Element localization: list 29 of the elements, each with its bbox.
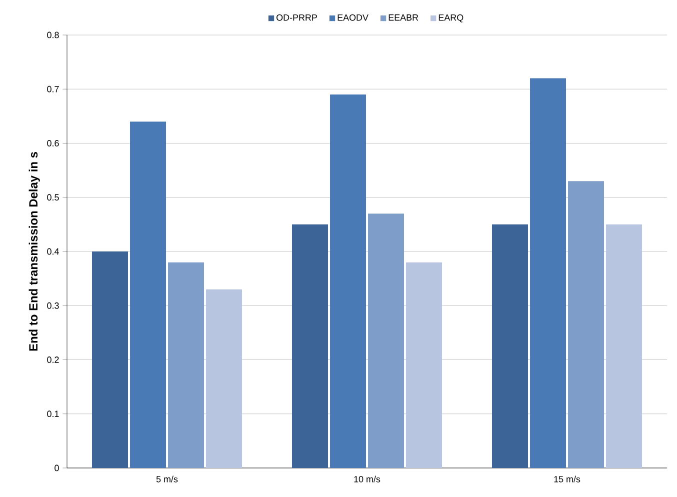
bar (568, 181, 604, 468)
bar (530, 78, 566, 468)
bar (406, 262, 442, 468)
y-tick-label: 0.7 (47, 86, 59, 92)
legend-label: EAODV (338, 14, 368, 21)
y-tick-label: 0.3 (47, 302, 59, 309)
y-tick-label: 0 (54, 464, 59, 472)
bar (292, 224, 328, 468)
legend-label: EEABR (388, 14, 418, 21)
y-tick-label: 0.6 (47, 140, 59, 146)
bar (330, 94, 366, 468)
x-tick-label: 10 m/s (354, 476, 380, 482)
x-tick-label: 15 m/s (554, 476, 580, 482)
bar (130, 122, 166, 468)
x-tick-label: 5 m/s (156, 476, 178, 482)
y-tick-label: 0.8 (47, 32, 59, 38)
y-tick-label: 0.5 (47, 194, 59, 201)
y-axis-title: End to End transmission Delay in s (28, 152, 40, 351)
legend-label: EARQ (438, 14, 464, 22)
bar (206, 289, 242, 468)
bar (492, 224, 528, 468)
bar (368, 214, 404, 468)
bar (606, 224, 642, 468)
y-tick-label: 0.1 (47, 410, 59, 418)
legend-label: OD-PRRP (276, 14, 317, 21)
bar (92, 251, 128, 468)
y-tick-label: 0.2 (47, 356, 59, 363)
bar (168, 262, 204, 468)
y-tick-label: 0.4 (47, 248, 59, 255)
